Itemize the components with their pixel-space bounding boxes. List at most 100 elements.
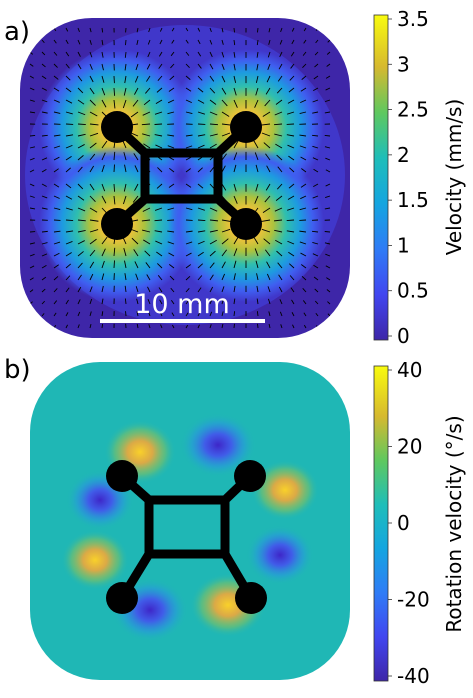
velocity-arrow bbox=[221, 183, 227, 191]
velocity-arrow bbox=[89, 142, 97, 149]
velocity-arrow bbox=[256, 39, 259, 46]
velocity-arrow bbox=[159, 311, 163, 317]
velocity-arrow bbox=[209, 111, 218, 116]
velocity-arrow bbox=[29, 289, 34, 293]
velocity-arrow bbox=[291, 39, 295, 45]
velocity-arrow bbox=[89, 273, 94, 281]
velocity-arrow bbox=[101, 248, 106, 257]
velocity-arrow bbox=[326, 63, 331, 67]
velocity-arrow bbox=[274, 219, 283, 222]
velocity-arrow bbox=[300, 99, 307, 104]
velocity-arrow bbox=[77, 87, 84, 94]
velocity-arrow bbox=[101, 140, 108, 149]
velocity-arrow bbox=[312, 157, 319, 161]
velocity-arrow bbox=[209, 51, 213, 58]
velocity-arrow bbox=[155, 99, 163, 105]
velocity-arrow bbox=[167, 241, 175, 245]
velocity-arrow bbox=[185, 39, 189, 44]
velocity-arrow bbox=[89, 323, 92, 329]
velocity-arrow bbox=[53, 51, 58, 56]
velocity-arrow bbox=[77, 99, 85, 105]
velocity-arrow bbox=[65, 219, 74, 222]
velocity-arrow bbox=[89, 261, 95, 269]
rotation-lobe-positive bbox=[61, 530, 129, 590]
velocity-arrow bbox=[277, 262, 283, 269]
colorbar-gradient bbox=[373, 14, 389, 341]
velocity-arrow bbox=[53, 300, 58, 305]
colorbar-tick-label: 0 bbox=[397, 324, 410, 348]
velocity-arrow bbox=[197, 111, 206, 115]
velocity-arrow bbox=[276, 87, 283, 94]
velocity-arrow bbox=[197, 287, 202, 293]
velocity-arrow bbox=[89, 286, 93, 293]
velocity-arrow bbox=[154, 230, 163, 233]
velocity-arrow bbox=[41, 87, 47, 91]
velocity-arrow bbox=[209, 250, 216, 257]
velocity-arrow bbox=[171, 312, 175, 317]
velocity-arrow bbox=[146, 63, 151, 70]
velocity-arrow bbox=[29, 146, 35, 149]
velocity-arrow bbox=[123, 195, 127, 205]
velocity-arrow bbox=[221, 51, 225, 58]
velocity-arrow bbox=[209, 219, 218, 222]
velocity-arrow bbox=[101, 236, 108, 245]
velocity-arrow bbox=[185, 145, 193, 149]
velocity-arrow bbox=[312, 253, 319, 257]
velocity-arrow bbox=[328, 325, 331, 329]
velocity-arrow bbox=[221, 249, 228, 257]
velocity-arrow bbox=[233, 311, 236, 317]
velocity-arrow bbox=[233, 183, 237, 192]
velocity-arrow bbox=[41, 242, 48, 245]
velocity-arrow bbox=[158, 287, 163, 293]
device-sphere bbox=[106, 460, 138, 492]
velocity-arrow bbox=[29, 63, 34, 67]
velocity-arrow bbox=[53, 195, 60, 199]
velocity-arrow bbox=[41, 313, 45, 317]
velocity-arrow bbox=[221, 153, 227, 161]
velocity-arrow bbox=[155, 144, 163, 149]
velocity-arrow bbox=[168, 87, 175, 92]
rotation-lobe-negative bbox=[180, 413, 256, 477]
velocity-arrow bbox=[41, 207, 48, 210]
velocity-arrow bbox=[233, 152, 238, 161]
velocity-arrow bbox=[185, 134, 193, 137]
velocity-arrow bbox=[53, 241, 61, 245]
velocity-arrow bbox=[274, 229, 283, 233]
velocity-arrow bbox=[113, 195, 116, 205]
velocity-arrow bbox=[254, 99, 259, 108]
velocity-arrow bbox=[123, 152, 127, 161]
velocity-arrow bbox=[133, 153, 139, 161]
velocity-arrow bbox=[29, 242, 36, 245]
velocity-arrow bbox=[101, 27, 104, 33]
velocity-arrow bbox=[221, 311, 224, 317]
colorbar-tick-label: 2.5 bbox=[397, 98, 429, 122]
velocity-arrow bbox=[154, 219, 163, 222]
velocity-arrow bbox=[131, 237, 139, 245]
velocity-arrow bbox=[29, 265, 35, 269]
velocity-arrow bbox=[233, 236, 239, 245]
velocity-arrow bbox=[77, 27, 80, 32]
velocity-arrow bbox=[256, 63, 259, 71]
velocity-arrow bbox=[312, 207, 319, 210]
velocity-arrow bbox=[233, 195, 238, 204]
velocity-arrow bbox=[101, 87, 106, 96]
velocity-arrow bbox=[77, 111, 86, 116]
colorbar-title: Rotation velocity (°/s) bbox=[442, 415, 466, 632]
velocity-arrow bbox=[29, 87, 35, 91]
velocity-arrow bbox=[89, 111, 98, 117]
velocity-arrow bbox=[262, 111, 271, 117]
velocity-arrow bbox=[209, 239, 217, 245]
velocity-arrow bbox=[124, 75, 127, 84]
velocity-arrow bbox=[221, 87, 227, 95]
velocity-arrow bbox=[254, 248, 259, 257]
velocity-arrow bbox=[324, 134, 331, 137]
velocity-arrow bbox=[167, 99, 175, 104]
velocity-arrow bbox=[233, 51, 236, 58]
velocity-arrow bbox=[221, 286, 225, 293]
velocity-arrow bbox=[41, 230, 48, 233]
velocity-arrow bbox=[136, 323, 139, 329]
device-sphere bbox=[101, 208, 133, 240]
velocity-arrow bbox=[302, 51, 307, 56]
velocity-arrow bbox=[275, 143, 283, 149]
velocity-arrow bbox=[77, 286, 82, 293]
